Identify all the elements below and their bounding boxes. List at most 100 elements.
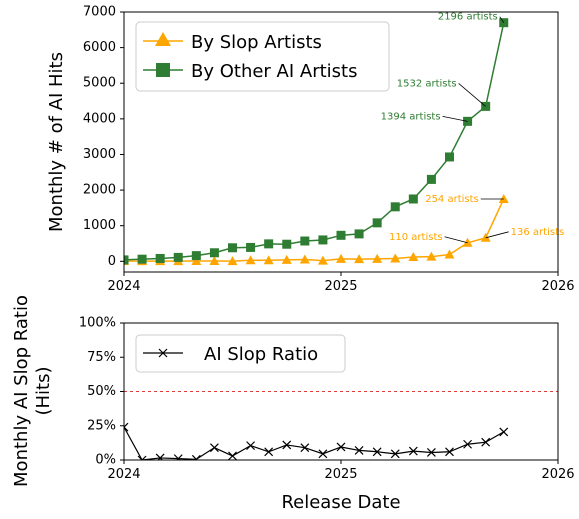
y-tick-label: 1000 xyxy=(83,218,116,233)
hits-chart-panel: 0 1000 2000 3000 4000 5000 6000 7000 2024 2025 202… xyxy=(46,5,575,295)
slop-artists-data-point xyxy=(354,254,365,264)
other-ai-artists-data-point xyxy=(137,254,147,264)
other-ai-artists-data-point xyxy=(390,202,400,212)
other-ai-artists-data-point xyxy=(318,235,328,245)
ratio-chart-ticks: 0% 25% 50% 75% 100% 2024 2025 2026 xyxy=(79,316,575,483)
other-ai-artists-data-point xyxy=(155,253,165,263)
ai-slop-ratio-data-point xyxy=(318,449,328,459)
slop-artists-data-point xyxy=(245,255,256,265)
x-tick-label: 2024 xyxy=(107,279,140,294)
artist-count-annotation: 110 artists xyxy=(389,232,443,243)
ai-slop-ratio-data-point xyxy=(124,422,129,432)
hits-chart-legend: By Slop Artists By Other AI Artists xyxy=(135,21,390,92)
other-ai-artists-data-point xyxy=(354,229,364,239)
slop-artists-data-point xyxy=(408,252,419,262)
y-tick-label: 3000 xyxy=(83,147,116,162)
other-ai-artists-data-point xyxy=(246,242,256,252)
annotation-leader xyxy=(499,16,505,23)
ai-slop-ratio-data-point xyxy=(354,445,364,455)
x-tick-label: 2025 xyxy=(324,279,357,294)
other-ai-artists-data-point xyxy=(372,218,382,228)
other-ai-artists-data-point xyxy=(300,236,310,246)
ratio-chart-panel: 0% 25% 50% 75% 100% 2024 2025 2026 Release Date… xyxy=(11,295,575,513)
x-tick-label: 2024 xyxy=(107,467,140,482)
annotation-leader xyxy=(444,236,468,244)
ai-slop-ratio-data-point xyxy=(191,454,201,460)
y-tick-label: 4000 xyxy=(83,111,116,126)
slop-artists-data-point xyxy=(498,193,509,203)
other-ai-artists-data-point xyxy=(408,194,418,204)
ai-slop-ratio-data-point xyxy=(481,437,491,447)
other-ai-artists-data-point xyxy=(124,255,129,265)
ratio-chart-ylabel-line: (Hits) xyxy=(33,366,54,415)
y-tick-label: 50% xyxy=(87,384,116,399)
slop-artists-data-point xyxy=(317,255,328,265)
y-tick-label: 2000 xyxy=(83,183,116,198)
ratio-chart-ylabel-line: Monthly AI Slop Ratio xyxy=(11,295,32,487)
x-tick-label: 2025 xyxy=(324,467,357,482)
other-ai-artists-data-point xyxy=(445,152,454,162)
artist-count-annotation: 1532 artists xyxy=(397,78,457,89)
y-tick-label: 7000 xyxy=(83,5,116,20)
artist-count-annotation: 1394 artists xyxy=(381,111,441,122)
other-ai-artists-data-point xyxy=(191,251,201,261)
ai-slop-ratio-data-point xyxy=(372,447,382,457)
ratio-chart-ylabel: Monthly AI Slop Ratio(Hits) xyxy=(11,295,54,487)
slop-artists-data-point xyxy=(462,237,473,247)
other-ai-artists-data-point xyxy=(173,252,183,262)
legend-swatch-ratio-marker xyxy=(158,348,168,358)
y-tick-label: 25% xyxy=(87,418,116,433)
ai-slop-ratio-data-point xyxy=(426,448,436,457)
legend-box xyxy=(135,21,390,92)
slop-artists-data-point xyxy=(336,253,346,263)
slop-artists-data-point xyxy=(191,255,202,265)
ai-slop-ratio-data-point xyxy=(336,442,346,452)
slop-artists-data-point xyxy=(480,232,491,242)
slop-artists-data-point xyxy=(372,253,383,263)
legend-label-ratio: AI Slop Ratio xyxy=(204,344,318,365)
other-ai-artists-data-point xyxy=(209,248,219,258)
ai-slop-ratio-data-point xyxy=(173,454,183,460)
ai-slop-ratio-data-point xyxy=(499,427,509,437)
slop-artists-data-point xyxy=(444,249,455,259)
y-tick-label: 100% xyxy=(79,316,116,331)
other-ai-artists-data-point xyxy=(282,239,292,249)
annotation-leader xyxy=(485,231,509,239)
ai-slop-ratio-data-point xyxy=(390,449,400,459)
slop-artists-data-point xyxy=(390,253,401,263)
ai-slop-ratio-data-point xyxy=(445,447,454,457)
ai-slop-ratio-data-point xyxy=(246,441,256,451)
hits-chart-ticks: 0 1000 2000 3000 4000 5000 6000 7000 2024 2025 202… xyxy=(83,5,575,295)
slop-artists-data-point xyxy=(299,254,310,264)
y-tick-label: 5000 xyxy=(83,76,116,91)
ai-slop-ratio-data-point xyxy=(463,439,473,449)
ratio-chart-frame xyxy=(123,322,559,461)
ai-slop-ratio-data-point xyxy=(137,455,147,460)
other-ai-artists-data-point xyxy=(426,174,436,184)
legend-swatch-slop-marker xyxy=(155,32,171,46)
artist-count-annotation: 254 artists xyxy=(425,194,479,205)
ai-slop-ratio-data-point xyxy=(155,453,165,460)
other-ai-artists-data-point xyxy=(336,230,346,240)
ai-slop-ratio-data-point xyxy=(408,446,418,456)
artist-count-annotation: 2196 artists xyxy=(438,12,498,23)
slop-artists-data-point xyxy=(227,256,238,266)
other-ai-artists-series-line xyxy=(124,22,505,261)
slop-artists-data-point xyxy=(263,255,274,265)
legend-label-slop: By Slop Artists xyxy=(191,32,322,53)
annotation-leader xyxy=(458,83,486,107)
ai-slop-ratio-series-line xyxy=(124,426,505,460)
hits-chart-ylabel: Monthly # of AI Hits xyxy=(46,52,67,232)
legend-label-other: By Other AI Artists xyxy=(191,61,357,82)
other-ai-artists-data-point xyxy=(264,239,274,249)
slop-artists-data-point xyxy=(281,254,292,264)
ai-slop-ratio-data-point xyxy=(264,447,274,457)
y-tick-label: 0 xyxy=(108,254,116,269)
x-tick-label: 2026 xyxy=(541,467,574,482)
ai-slop-ratio-data-point xyxy=(228,451,237,460)
legend-swatch-other-marker xyxy=(156,63,170,77)
annotation-leader xyxy=(442,115,468,122)
artist-count-annotation: 136 artists xyxy=(511,227,565,238)
ai-slop-ratio-data-point xyxy=(300,443,310,453)
